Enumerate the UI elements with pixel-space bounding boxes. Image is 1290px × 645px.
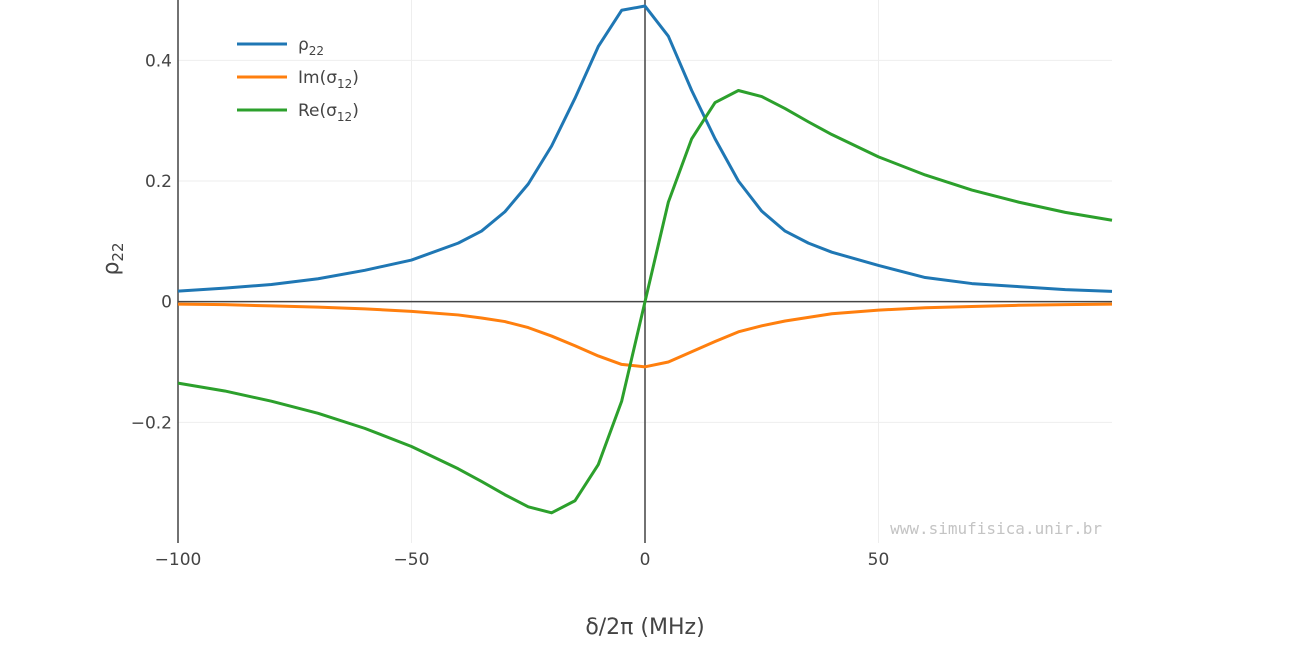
legend-label-base: Re(σ: [298, 101, 337, 121]
y-tick-label: 0.4: [145, 51, 172, 71]
watermark-text: www.simufisica.unir.br: [890, 519, 1102, 538]
legend-label-subscript: 12: [337, 77, 352, 91]
legend-item-im_sigma12[interactable]: Im(σ12): [237, 68, 359, 91]
legend-label-suffix: ): [352, 68, 359, 88]
legend-label: Im(σ12): [298, 68, 359, 91]
legend-label: ρ22: [298, 35, 324, 58]
y-axis-title-subscript: 22: [109, 242, 127, 261]
x-tick-label: 0: [640, 550, 651, 570]
series-lines: [177, 4, 1113, 515]
legend-label-subscript: 12: [337, 110, 352, 124]
tick-labels: −100 −50 0 50 −0.2 0 0.2 0.4: [131, 51, 890, 570]
legend-label-base: Im(σ: [298, 68, 337, 88]
x-axis-title: δ/2π (MHz): [585, 615, 704, 640]
x-tick-label: −100: [155, 550, 202, 570]
legend-label-base: ρ: [298, 35, 309, 55]
legend-item-re_sigma12[interactable]: Re(σ12): [237, 101, 359, 124]
legend-label-subscript: 22: [309, 44, 324, 58]
y-tick-label: −0.2: [131, 413, 172, 433]
series-line-im_sigma12[interactable]: [177, 302, 1113, 369]
y-tick-label: 0: [161, 293, 172, 313]
series-line-rho22[interactable]: [177, 4, 1113, 293]
legend-label-suffix: ): [352, 101, 359, 121]
y-axis-title-base: ρ: [99, 262, 124, 276]
legend-item-rho22[interactable]: ρ22: [237, 35, 324, 58]
legend-label: Re(σ12): [298, 101, 359, 124]
x-tick-label: −50: [394, 550, 430, 570]
x-tick-label: 50: [868, 550, 890, 570]
y-tick-label: 0.2: [145, 172, 172, 192]
y-axis-title: ρ22: [99, 242, 127, 275]
series-line-re_sigma12[interactable]: [177, 89, 1113, 515]
